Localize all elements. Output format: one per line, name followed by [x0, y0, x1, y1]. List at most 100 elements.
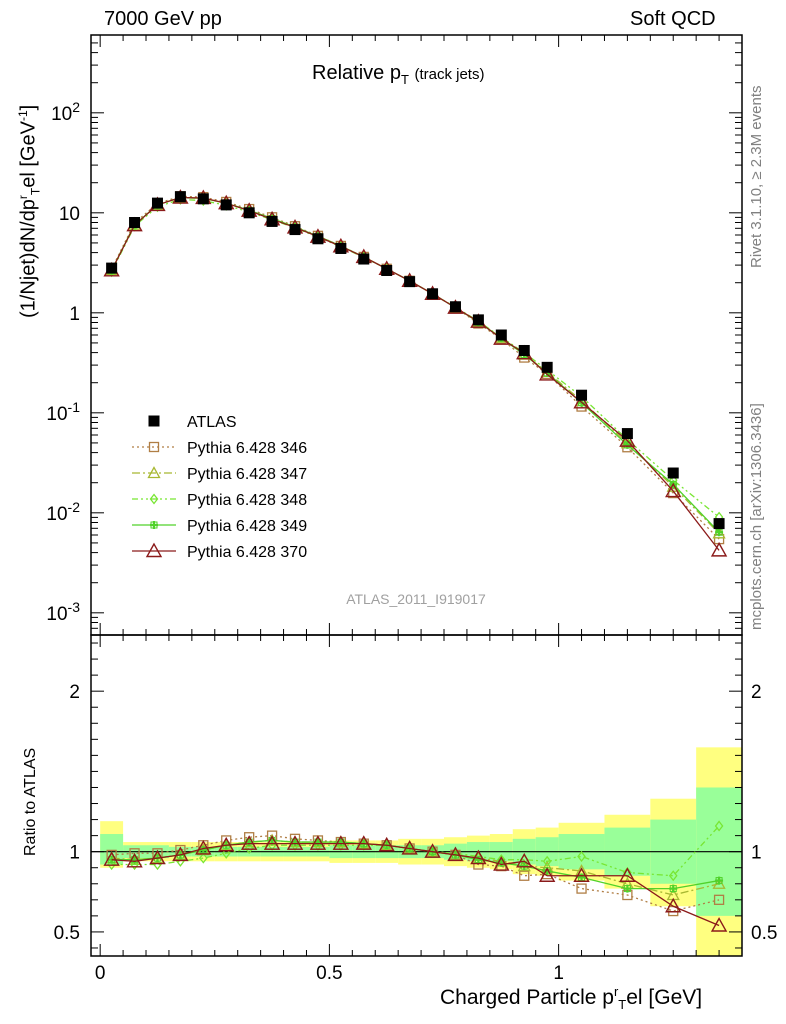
- legend-entry: Pythia 6.428 370: [132, 542, 307, 561]
- x-tick-label: 1: [553, 963, 564, 984]
- marker-cross-box: [150, 521, 158, 529]
- marker-triangle: [573, 867, 590, 882]
- marker-triangle: [172, 846, 189, 862]
- legend-entry: ATLAS: [148, 414, 237, 431]
- data-point: [106, 262, 118, 274]
- plot-title-main: Relative p: [312, 62, 401, 84]
- marker-diamond: [714, 820, 724, 832]
- marker-triangle: [573, 393, 590, 409]
- ratio-line: [111, 839, 720, 896]
- series-p349: [107, 193, 724, 537]
- main-y-tick-label: 102: [51, 99, 80, 125]
- data-point: [243, 207, 255, 219]
- marker-square: [148, 441, 160, 453]
- marker-triangle: [195, 840, 212, 855]
- legend-label: Pythia 6.428 349: [187, 518, 307, 535]
- marker-cross-box: [623, 885, 631, 893]
- marker-triangle: [147, 466, 161, 479]
- ratio-y-tick-label-right: 0.5: [751, 923, 777, 944]
- plot-title-suffix: (track jets): [414, 66, 485, 83]
- series-line: [111, 195, 720, 540]
- legend-label: Pythia 6.428 370: [187, 544, 307, 561]
- data-point: [312, 233, 324, 245]
- data-point: [427, 288, 439, 300]
- marker-square: [713, 894, 725, 905]
- ratio-y-tick-label: 2: [69, 682, 80, 703]
- marker-triangle: [355, 835, 372, 850]
- ratio-y-tick-label-right: 2: [751, 682, 762, 703]
- legend-marker: [148, 415, 160, 427]
- analysis-id: ATLAS_2011_I919017: [346, 591, 486, 607]
- data-point: [472, 314, 484, 326]
- marker-triangle: [149, 849, 166, 865]
- ratio-frame: [90, 634, 743, 957]
- marker-triangle: [378, 836, 395, 852]
- marker-diamond: [221, 847, 231, 859]
- marker-triangle: [493, 856, 510, 871]
- x-tick-label: 0.5: [316, 963, 342, 984]
- ratio-y-tick-label: 0.5: [54, 923, 80, 944]
- main-y-tick-label: 10-3: [46, 599, 80, 625]
- marker-cross-box: [715, 877, 723, 885]
- marker-triangle: [470, 849, 487, 865]
- series-p346: [106, 191, 725, 545]
- marker-triangle: [619, 432, 636, 447]
- marker-triangle: [665, 897, 682, 913]
- main-y-tick-label: 10-1: [46, 399, 80, 425]
- marker-triangle: [145, 542, 163, 558]
- data-point: [518, 344, 530, 356]
- data-point: [713, 518, 725, 530]
- marker-diamond: [149, 493, 159, 505]
- data-point: [129, 217, 141, 229]
- marker-triangle: [263, 835, 281, 850]
- main-y-tick-label: 10-2: [46, 499, 80, 525]
- plot-title: Relative pT (track jets): [312, 62, 484, 87]
- main-series: [103, 189, 728, 557]
- header-left: 7000 GeV pp: [104, 8, 222, 30]
- x-axis-label: Charged Particle prTel [GeV]: [440, 984, 702, 1012]
- marker-triangle: [710, 917, 728, 932]
- plot-title-sub: T: [400, 72, 409, 87]
- marker-diamond: [668, 870, 678, 882]
- main-y-tick-label: 1: [69, 304, 80, 325]
- x-axis-label-b: el [GeV]: [626, 986, 703, 1009]
- marker-triangle: [619, 867, 636, 882]
- marker-cross-box: [623, 441, 631, 449]
- series-p347: [105, 190, 726, 539]
- band-inner-bin: [100, 834, 124, 865]
- marker-triangle: [126, 852, 143, 868]
- marker-triangle: [286, 835, 304, 850]
- marker-triangle: [309, 835, 327, 850]
- main-y-tick-label: 10: [59, 204, 80, 225]
- ratio-y-tick-label: 1: [69, 843, 80, 864]
- x-axis-label-sub: T: [618, 997, 627, 1013]
- marker-triangle: [538, 867, 556, 882]
- legend-label: Pythia 6.428 346: [187, 440, 307, 457]
- series-atlas: [106, 191, 725, 530]
- marker-triangle: [516, 852, 533, 868]
- marker-triangle: [447, 846, 464, 862]
- data-point: [220, 199, 232, 211]
- marker-cross-box: [474, 856, 482, 864]
- marker-triangle: [332, 835, 350, 850]
- data-point: [667, 467, 679, 479]
- marker-cross-box: [715, 528, 723, 536]
- legend-label: Pythia 6.428 348: [187, 492, 307, 509]
- legend-label: Pythia 6.428 347: [187, 466, 307, 483]
- x-tick-label: 0: [95, 963, 106, 984]
- marker-cross-box: [199, 846, 207, 854]
- legend-entry: Pythia 6.428 346: [132, 440, 307, 457]
- marker-triangle: [103, 851, 120, 866]
- data-point: [266, 215, 278, 227]
- marker-diamond: [244, 842, 254, 855]
- data-point: [381, 264, 393, 276]
- ticks: 0 0.5 1 10-3 10-2 10-1 1 10 102 0.5 0.5 1 1 2 2: [46, 34, 777, 984]
- data-point: [358, 253, 370, 265]
- data-point: [404, 276, 416, 288]
- data-point: [335, 242, 347, 254]
- legend-entry: Pythia 6.428 348: [132, 492, 307, 509]
- marker-diamond: [623, 866, 632, 879]
- marker-triangle: [665, 482, 682, 498]
- marker-diamond: [198, 852, 208, 864]
